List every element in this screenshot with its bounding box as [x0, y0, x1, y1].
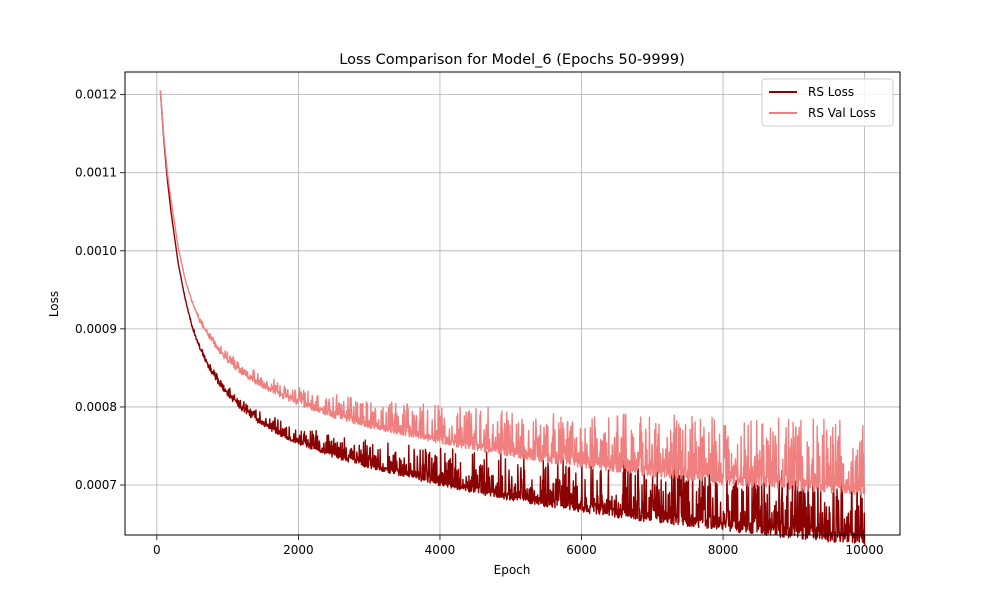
y-axis-label: Loss	[47, 291, 61, 317]
x-tick-label: 4000	[425, 543, 456, 557]
chart-title: Loss Comparison for Model_6 (Epochs 50-9…	[339, 52, 684, 68]
y-axis: 0.0007 0.0008 0.0009 0.0010 0.0011 0.0012	[75, 88, 125, 492]
x-tick-label: 0	[153, 543, 161, 557]
x-tick-label: 6000	[566, 543, 597, 557]
series-line-rs-val-loss	[159, 90, 866, 496]
y-tick-label: 0.0010	[75, 244, 117, 258]
y-tick-label: 0.0012	[75, 88, 117, 102]
legend-entry: RS Val Loss	[808, 106, 876, 120]
plot-area-frame	[124, 71, 901, 536]
x-tick-label: 8000	[708, 543, 739, 557]
legend-box	[761, 78, 894, 127]
y-tick-label: 0.0009	[75, 322, 117, 336]
grid-lines	[125, 72, 900, 535]
legend-entry: RS Loss	[808, 85, 854, 99]
y-tick-label: 0.0008	[75, 400, 117, 414]
x-tick-label: 10000	[846, 543, 884, 557]
x-tick-label: 2000	[283, 543, 314, 557]
series-layer	[159, 90, 866, 545]
x-axis-label: Epoch	[494, 563, 531, 577]
series-line-rs-loss	[159, 90, 866, 545]
legend: RS Loss RS Val Loss	[761, 78, 894, 127]
y-tick-label: 0.0007	[75, 478, 117, 492]
plot-area-background	[125, 72, 900, 535]
x-axis: 0 2000 4000 6000 8000 10000	[153, 535, 884, 557]
y-tick-label: 0.0011	[75, 166, 117, 180]
